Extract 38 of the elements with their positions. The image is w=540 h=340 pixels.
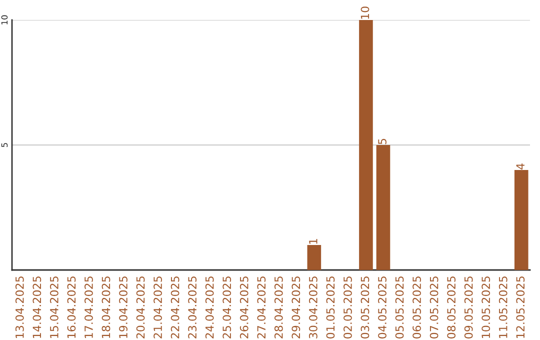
- x-tick-label: 07.05.2025: [430, 276, 438, 338]
- x-tick-label: 12.05.2025: [516, 276, 525, 338]
- x-tick-label: 06.05.2025: [412, 276, 421, 338]
- x-tick-label: 29.04.2025: [292, 276, 300, 338]
- x-tick-label: 02.05.2025: [344, 276, 352, 338]
- data-label: 5: [378, 138, 386, 144]
- x-tick-label: 16.04.2025: [67, 276, 76, 338]
- x-tick-label: 21.04.2025: [154, 276, 162, 338]
- x-tick-label: 03.05.2025: [360, 276, 370, 338]
- x-tick-label: 18.04.2025: [102, 276, 110, 338]
- x-tick-label: 26.04.2025: [240, 276, 248, 338]
- data-label: 10: [360, 6, 370, 19]
- x-tick-label: 27.04.2025: [257, 276, 266, 338]
- x-tick-label: 22.04.2025: [170, 276, 180, 338]
- x-tick-label: 25.04.2025: [222, 276, 232, 338]
- bar: [359, 20, 373, 270]
- x-tick-label: 11.05.2025: [498, 276, 508, 338]
- bar: [376, 145, 390, 270]
- x-tick-label: 17.04.2025: [84, 276, 93, 338]
- bar: [307, 245, 322, 270]
- x-tick-label: 30.04.2025: [308, 276, 318, 338]
- data-label: 4: [516, 164, 524, 170]
- x-tick-label: 19.04.2025: [119, 276, 128, 338]
- x-tick-label: 20.04.2025: [136, 276, 145, 338]
- x-tick-label: 28.04.2025: [274, 276, 283, 338]
- x-tick-label: 09.05.2025: [464, 276, 473, 338]
- x-tick-label: 05.05.2025: [395, 276, 404, 338]
- x-tick-label: 13.04.2025: [15, 276, 24, 338]
- x-tick-label: 15.04.2025: [50, 276, 58, 338]
- x-tick-label: 10.05.2025: [482, 276, 490, 338]
- bar: [514, 170, 528, 270]
- x-tick-label: 08.05.2025: [447, 276, 456, 338]
- x-tick-label: 14.04.2025: [32, 276, 42, 338]
- x-tick-label: 04.05.2025: [378, 276, 386, 338]
- x-tick-label: 01.05.2025: [326, 276, 335, 338]
- data-label: 1: [309, 238, 318, 244]
- x-tick-label: 23.04.2025: [188, 276, 197, 338]
- x-tick-label: 24.04.2025: [205, 276, 214, 338]
